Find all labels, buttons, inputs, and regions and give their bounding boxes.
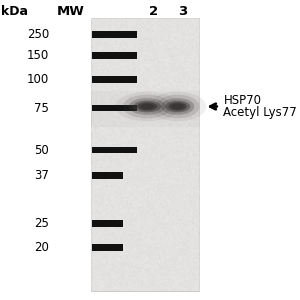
Ellipse shape [165,100,190,112]
Bar [92,172,123,179]
Text: 25: 25 [34,217,49,230]
Text: 37: 37 [34,169,49,182]
Text: Acetyl Lys77: Acetyl Lys77 [224,106,297,119]
Ellipse shape [123,95,171,118]
Text: 3: 3 [178,5,188,18]
Text: HSP70: HSP70 [224,94,262,107]
Text: 20: 20 [34,241,49,254]
Ellipse shape [133,100,161,112]
Bar [92,52,137,59]
Bar [92,31,137,38]
Ellipse shape [149,92,206,121]
Ellipse shape [156,95,200,118]
Bar [92,76,137,83]
Ellipse shape [171,103,184,109]
Ellipse shape [161,98,194,115]
Ellipse shape [169,102,187,111]
Ellipse shape [140,103,154,109]
Text: 100: 100 [27,73,49,86]
Bar [92,147,137,153]
Ellipse shape [129,98,166,115]
Text: 250: 250 [27,28,49,41]
Text: 75: 75 [34,101,49,115]
Text: 50: 50 [34,143,49,157]
Bar [91,18,199,291]
Bar [92,105,137,111]
Ellipse shape [115,92,179,121]
Ellipse shape [137,102,157,111]
Bar [92,244,123,251]
Text: 150: 150 [27,49,49,62]
Text: kDa: kDa [1,5,28,18]
Bar [92,220,123,227]
Text: MW: MW [57,5,85,18]
Text: 2: 2 [149,5,158,18]
